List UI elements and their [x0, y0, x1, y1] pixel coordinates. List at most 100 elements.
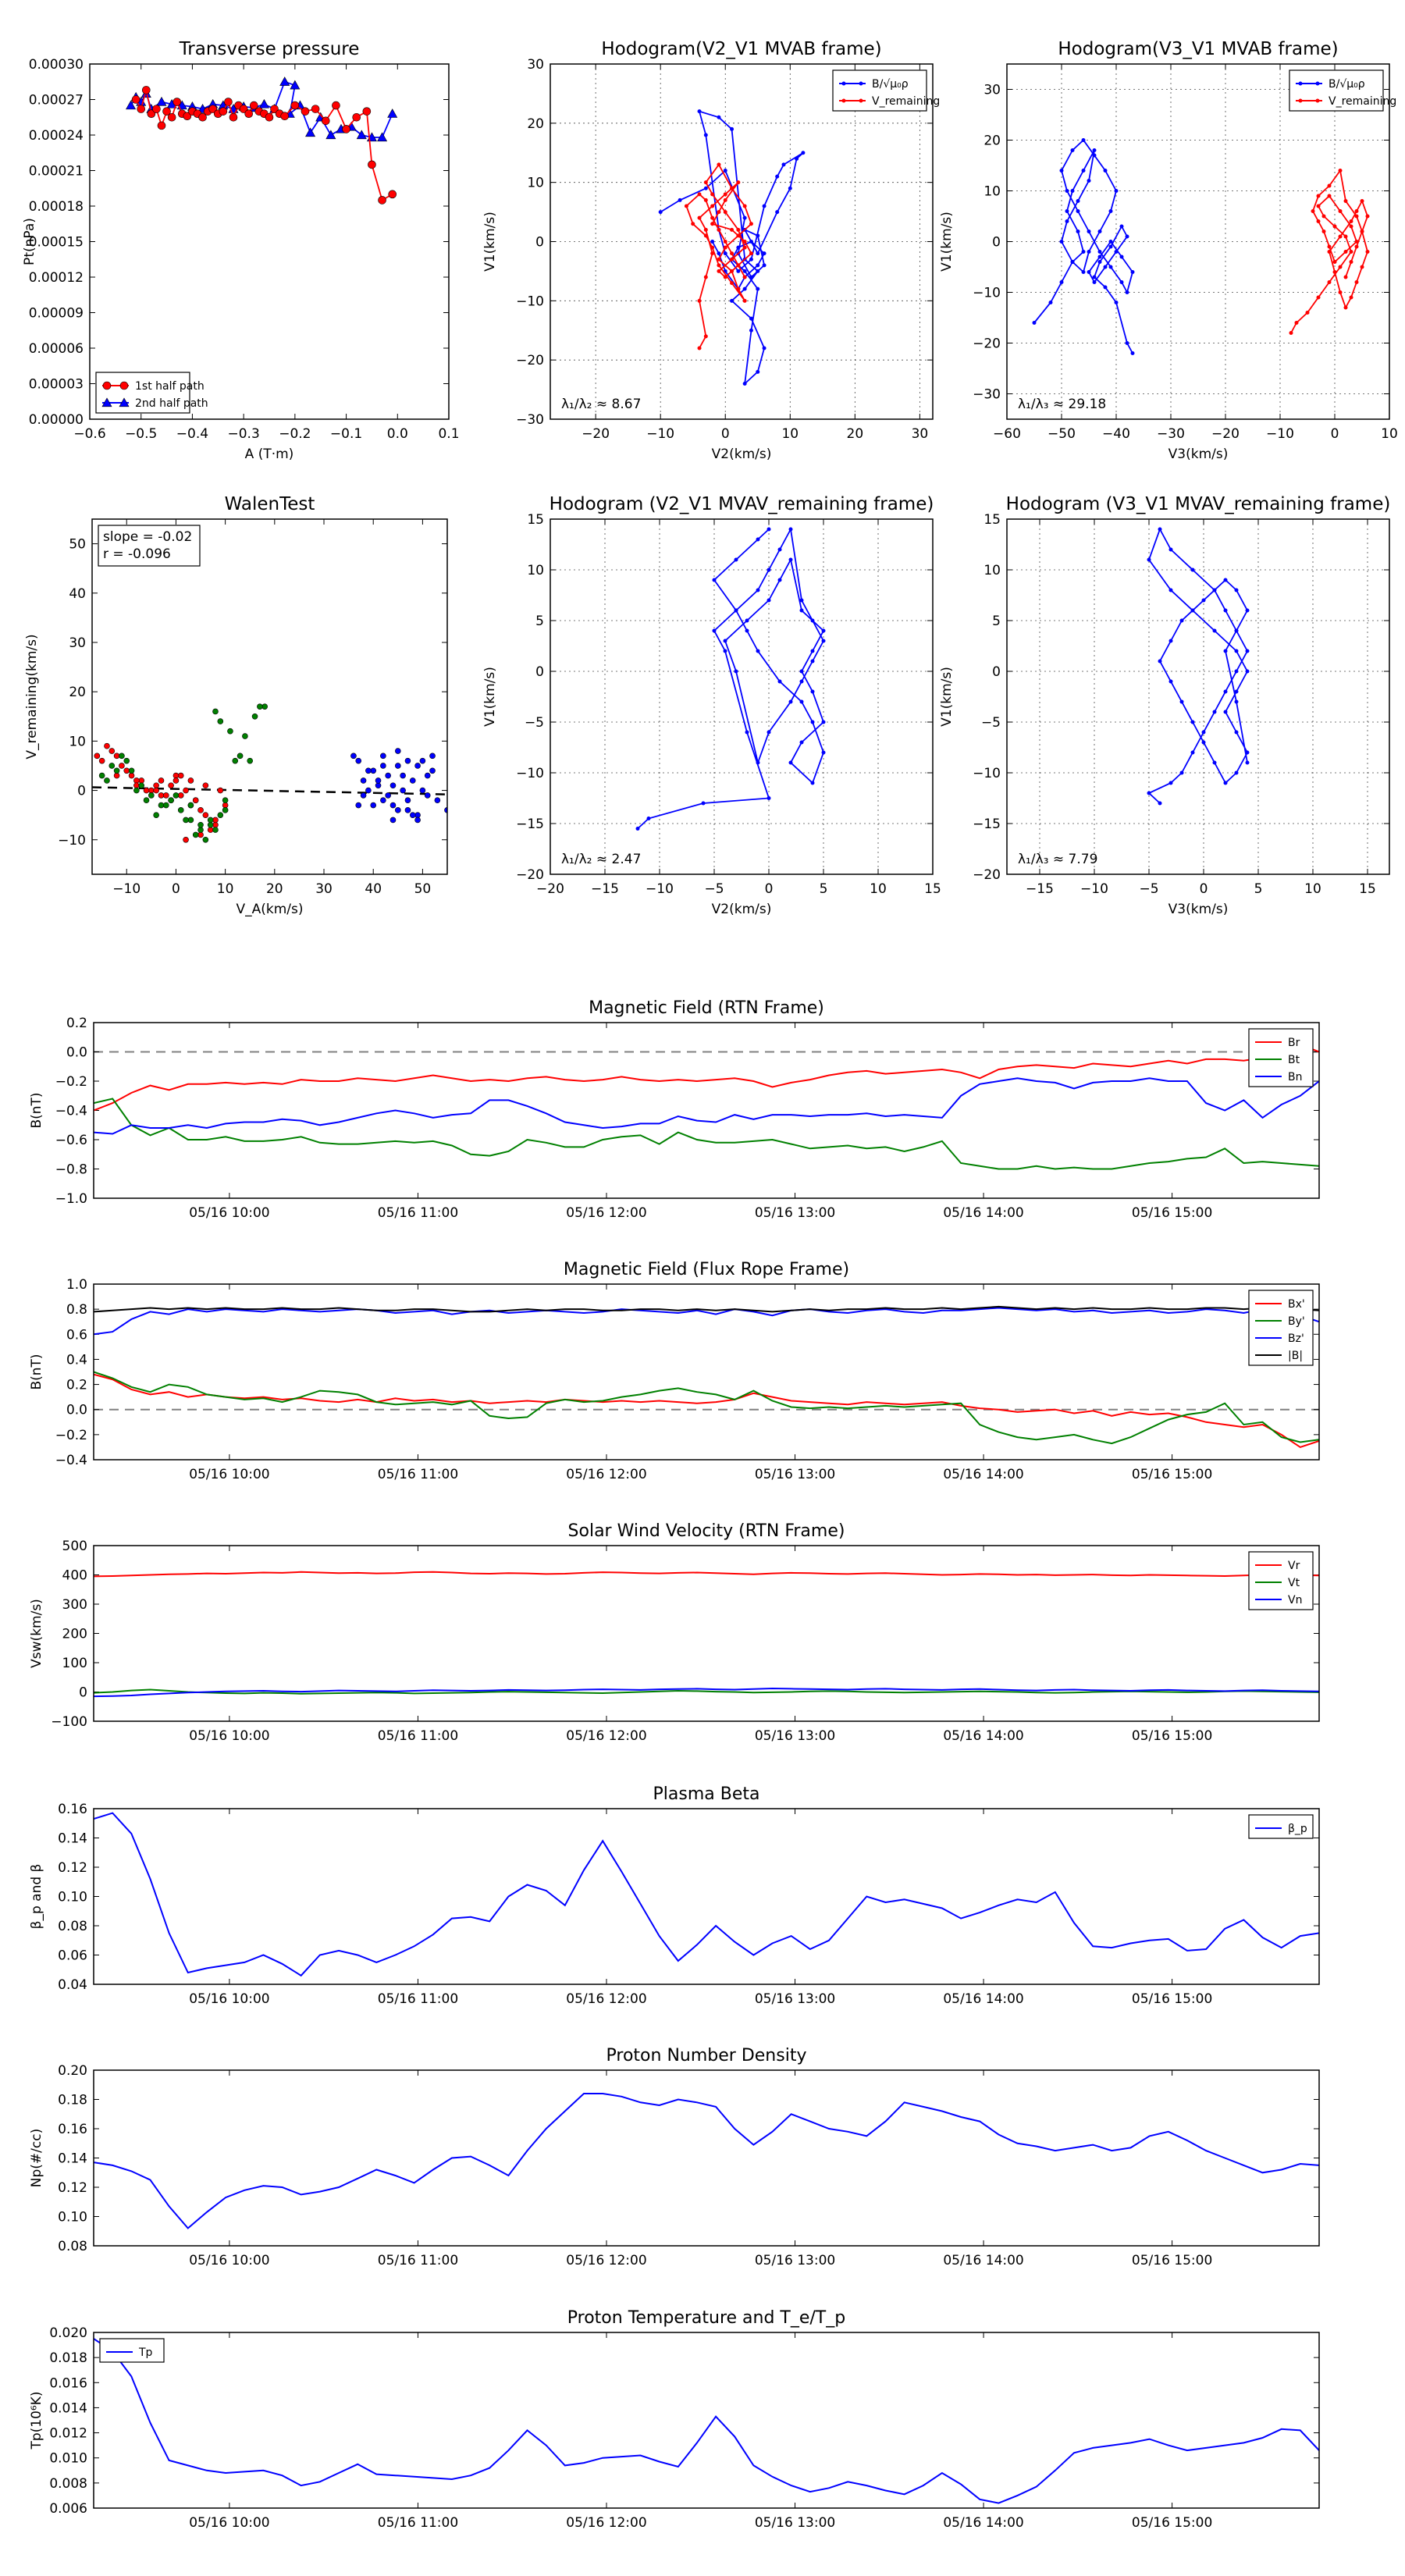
data-point [717, 210, 721, 215]
data-point [717, 263, 721, 268]
data-point [217, 812, 224, 818]
chart-p6: Hodogram (V3_V1 MVAV_remaining frame) −15… [939, 494, 1390, 917]
x-tick-label: 0 [765, 881, 774, 897]
data-point [94, 753, 101, 760]
legend-item: Vn [1255, 1594, 1302, 1606]
data-point [1103, 169, 1108, 173]
plot-data [126, 76, 398, 205]
data-point [742, 275, 747, 279]
chart-t6: Proton Temperature and T_e/T_p 05/16 10:0… [29, 2308, 1320, 2531]
plot-data [94, 1305, 1319, 1449]
data-point [388, 190, 397, 199]
series-line [94, 1688, 1319, 1695]
series-line [94, 1373, 1319, 1449]
y-tick-label: −0.2 [55, 1428, 87, 1443]
data-point [137, 105, 146, 113]
data-point [1059, 240, 1064, 244]
legend-marker [119, 381, 129, 390]
data-point [207, 827, 214, 833]
data-point [717, 227, 721, 232]
data-point [237, 753, 244, 760]
data-point [158, 777, 165, 784]
legend-item: V_remaining [839, 95, 940, 108]
data-point [1311, 209, 1315, 213]
x-tick-label: 05/16 15:00 [1132, 2253, 1212, 2268]
y-tick-label: 0.14 [58, 2151, 87, 2167]
y-tick-label: −15 [516, 817, 544, 832]
y-tick-label: 30 [984, 83, 1001, 98]
legend-label: By' [1288, 1315, 1305, 1328]
data-point [717, 269, 721, 273]
y-tick-label: 0.00003 [29, 377, 84, 393]
chart-t5: Proton Number Density 05/16 10:00 05/16 11… [29, 2046, 1320, 2268]
stats-textbox-line: r = -0.096 [103, 546, 171, 562]
data-point [1168, 781, 1173, 785]
data-point [1245, 649, 1250, 653]
data-point [1190, 568, 1195, 572]
data-point [1349, 224, 1353, 229]
data-point [730, 126, 735, 131]
data-point [162, 107, 171, 116]
chart-t1: Magnetic Field (RTN Frame) 05/16 10:00 05/… [29, 998, 1320, 1221]
chart-t3: Solar Wind Velocity (RTN Frame) 05/16 10:… [29, 1521, 1320, 1744]
y-tick-label: 0.006 [49, 2501, 87, 2517]
x-tick-label: 20 [266, 881, 283, 897]
data-point [745, 730, 749, 735]
x-axis-label: V_A(km/s) [236, 902, 303, 917]
data-point [710, 245, 715, 250]
data-point [251, 713, 258, 720]
plot-frame [89, 63, 450, 420]
x-tick-label: −0.2 [279, 426, 311, 442]
plot-frame [93, 1545, 1320, 1722]
data-point [1081, 270, 1086, 274]
data-point [736, 233, 741, 238]
data-point [697, 215, 702, 220]
y-tick-label: 100 [62, 1656, 87, 1671]
data-point [799, 669, 804, 674]
x-tick-label: 05/16 15:00 [1132, 2515, 1212, 2531]
x-tick-label: 05/16 11:00 [378, 2253, 458, 2268]
series-1st-half-path [131, 86, 397, 205]
data-point [360, 792, 367, 799]
data-point [1201, 598, 1206, 603]
y-tick-label: 0.2 [66, 1378, 87, 1393]
chart-t4: Plasma Beta 05/16 10:00 05/16 11:00 05/16 1… [29, 1784, 1320, 2007]
y-tick-label: 0 [79, 1685, 87, 1701]
data-point [143, 787, 150, 794]
data-point [356, 130, 367, 140]
legend-frame [1289, 69, 1384, 112]
legend-label: B/√μ₀ρ [1329, 78, 1365, 91]
data-point [810, 781, 815, 785]
chart-title: Hodogram(V2_V1 MVAB frame) [601, 39, 881, 59]
data-point [404, 797, 411, 804]
data-point [1245, 669, 1250, 674]
data-point [212, 708, 219, 715]
eigenvalue-ratio-annotation: λ₁/λ₂ ≈ 8.67 [561, 397, 641, 412]
x-tick-label: −20 [582, 426, 610, 442]
data-point [756, 760, 760, 765]
y-tick-label: 0 [535, 235, 544, 251]
data-point [395, 763, 401, 769]
y-tick-label: 30 [69, 635, 86, 651]
legend-item: 2nd half path [101, 397, 208, 410]
data-point [1097, 250, 1102, 254]
data-point [1234, 628, 1239, 633]
data-point [1147, 557, 1151, 562]
x-tick-label: −50 [1048, 426, 1076, 442]
data-point [362, 107, 372, 116]
data-point [1349, 219, 1353, 223]
data-point [133, 787, 140, 794]
data-point [1234, 649, 1239, 653]
data-point [1212, 588, 1217, 592]
data-point [173, 792, 180, 799]
x-axis-label: A (T·m) [245, 447, 294, 462]
data-point [745, 628, 749, 633]
x-tick-label: 05/16 13:00 [755, 2253, 835, 2268]
data-point [1108, 209, 1113, 213]
series-by- [94, 1371, 1319, 1445]
y-tick-label: −30 [973, 387, 1001, 403]
data-point [104, 742, 110, 749]
legend-item: Tp [106, 2347, 153, 2359]
y-tick-label: 15 [527, 512, 544, 528]
data-point [756, 269, 760, 273]
